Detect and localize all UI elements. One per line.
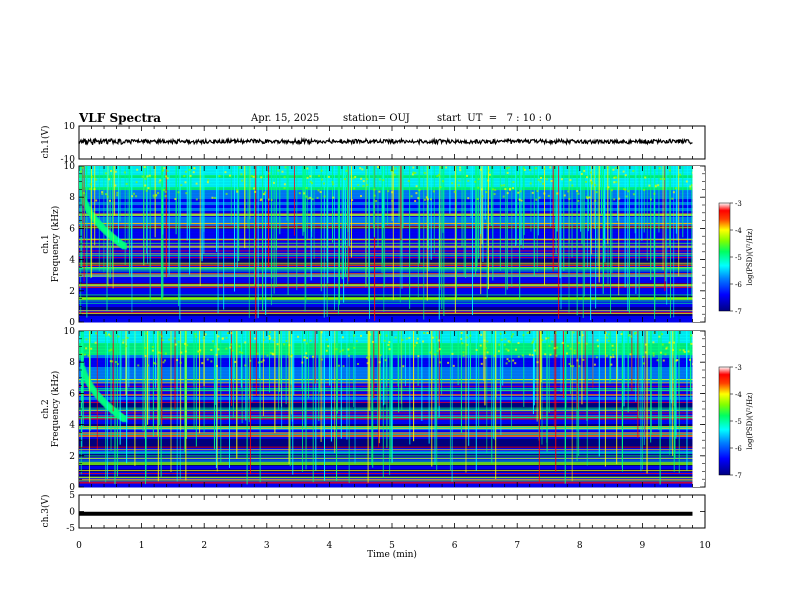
ch1-colorbar-label: log(PSD)(V²/Hz) bbox=[746, 228, 754, 285]
ch2-spec-y-tick-label: 4 bbox=[69, 421, 75, 431]
ch2-colorbar-label: log(PSD)(V²/Hz) bbox=[746, 392, 754, 449]
ch3-y-tick-label: 5 bbox=[69, 491, 75, 501]
x-tick-label: 6 bbox=[452, 541, 458, 551]
ch1-spec-y-tick-label: 10 bbox=[64, 162, 76, 172]
ch1-spec-y-tick-label: 4 bbox=[69, 256, 75, 266]
ch2-spec-y-tick-label: 6 bbox=[69, 389, 75, 399]
ch3-y-tick-label: -5 bbox=[66, 524, 75, 534]
ch3-waveform-ylabel: ch.3(V) bbox=[40, 495, 51, 528]
x-tick-label: 4 bbox=[327, 541, 333, 551]
colorbar-tick-label: -6 bbox=[735, 281, 742, 289]
x-tick-label: 7 bbox=[514, 541, 520, 551]
x-axis-label: Time (min) bbox=[367, 549, 417, 560]
ch3-y-tick-label: 0 bbox=[69, 508, 75, 518]
colorbar-labels: -3 -4 -5 -6 -7 -3 -4 -5 -6 -7 bbox=[730, 200, 742, 480]
ch2-spectrogram-ylabel: Frequency (kHz) bbox=[50, 371, 61, 448]
x-tick-label: 9 bbox=[640, 541, 646, 551]
colorbar-tick-label: -5 bbox=[735, 254, 742, 262]
colorbar-tick-label: -6 bbox=[735, 445, 742, 453]
ch2-spectrogram-label-top: ch.2 bbox=[41, 399, 51, 418]
ch1-waveform-ylabel: ch.1(V) bbox=[40, 126, 51, 159]
ch1-spectrogram-label-top: ch.1 bbox=[41, 234, 51, 253]
ch2-spec-y-tick-label: 0 bbox=[69, 483, 75, 493]
colorbar-tick-label: -3 bbox=[735, 364, 742, 372]
ch2-spec-y-tick-label: 8 bbox=[69, 358, 75, 368]
colorbar-tick-label: -4 bbox=[735, 227, 742, 235]
x-tick-label: 8 bbox=[577, 541, 583, 551]
x-tick-label: 10 bbox=[699, 541, 711, 551]
x-tick-label: 5 bbox=[389, 541, 395, 551]
ch1-colorbar bbox=[718, 202, 731, 312]
ch1-trace bbox=[78, 136, 693, 146]
colorbar-tick-label: -4 bbox=[735, 391, 742, 399]
ch1-spec-y-tick-label: 0 bbox=[69, 318, 75, 328]
x-tick-label: 0 bbox=[76, 541, 82, 551]
ch1-y-tick-label: -10 bbox=[61, 155, 76, 165]
ch1-spec-y-tick-label: 2 bbox=[69, 287, 75, 297]
ch1-spectrogram-ylabel: Frequency (kHz) bbox=[50, 206, 61, 283]
ch1-spec-y-tick-label: 6 bbox=[69, 224, 75, 234]
x-tick-label: 3 bbox=[264, 541, 270, 551]
ch2-spec-y-tick-label: 10 bbox=[64, 327, 76, 337]
x-tick-label: 2 bbox=[201, 541, 207, 551]
ch2-colorbar bbox=[718, 366, 731, 476]
colorbar-tick-label: -7 bbox=[735, 308, 742, 316]
start-time-label: start UT = 7 : 10 : 0 bbox=[437, 113, 552, 124]
colorbar-tick-label: -5 bbox=[735, 418, 742, 426]
colorbar-tick-label: -7 bbox=[735, 472, 742, 480]
ch2-spectrogram bbox=[79, 331, 705, 488]
ch1-waveform bbox=[78, 136, 693, 146]
x-tick-label: 1 bbox=[139, 541, 145, 551]
ch1-spectrogram bbox=[79, 166, 705, 323]
ch1-spec-y-tick-label: 8 bbox=[69, 193, 75, 203]
station-label: station= OUJ bbox=[343, 113, 410, 124]
ch1-y-tick-label: 10 bbox=[64, 122, 76, 132]
ch2-spec-y-tick-label: 2 bbox=[69, 452, 75, 462]
date-label: Apr. 15, 2025 bbox=[251, 113, 320, 124]
chart-title: VLF Spectra bbox=[79, 111, 162, 125]
colorbar-tick-label: -3 bbox=[735, 200, 742, 208]
